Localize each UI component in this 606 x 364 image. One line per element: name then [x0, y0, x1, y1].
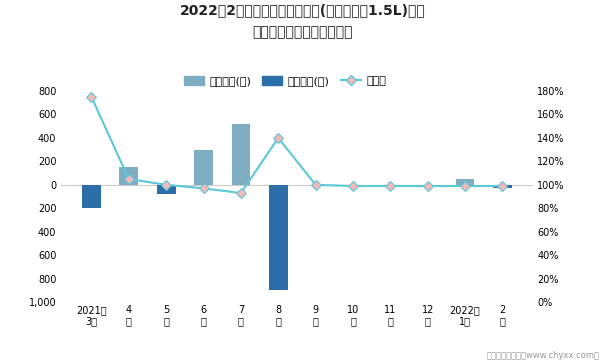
- Bar: [493, 185, 512, 188]
- 产销率: [312, 183, 319, 187]
- 产销率: [424, 184, 431, 188]
- 产销率: [200, 186, 207, 190]
- Bar: [231, 124, 250, 185]
- 产销率: [125, 177, 133, 181]
- 产销率: [461, 184, 468, 188]
- Text: 年库存情况及产销率统计图: 年库存情况及产销率统计图: [253, 25, 353, 39]
- 产销率: [387, 184, 394, 188]
- Legend: 积压库存(辆), 清仓库存(辆), 产销率: 积压库存(辆), 清仓库存(辆), 产销率: [179, 71, 390, 90]
- 产销率: [162, 183, 170, 187]
- 产销率: [275, 136, 282, 140]
- 产销率: [238, 191, 245, 195]
- 产销率: [499, 184, 506, 188]
- Text: 2022年2月波罗旗下最畅销轿车(新波罗两厢1.5L)近一: 2022年2月波罗旗下最畅销轿车(新波罗两厢1.5L)近一: [180, 4, 426, 17]
- Bar: [194, 150, 213, 185]
- Bar: [456, 179, 474, 185]
- Bar: [82, 185, 101, 208]
- Line: 产销率: 产销率: [88, 94, 506, 197]
- Bar: [157, 185, 176, 194]
- Text: 制图：智研咨询（www.chyxx.com）: 制图：智研咨询（www.chyxx.com）: [487, 351, 600, 360]
- 产销率: [349, 184, 356, 188]
- 产销率: [88, 95, 95, 99]
- Bar: [269, 185, 288, 290]
- Bar: [119, 167, 138, 185]
